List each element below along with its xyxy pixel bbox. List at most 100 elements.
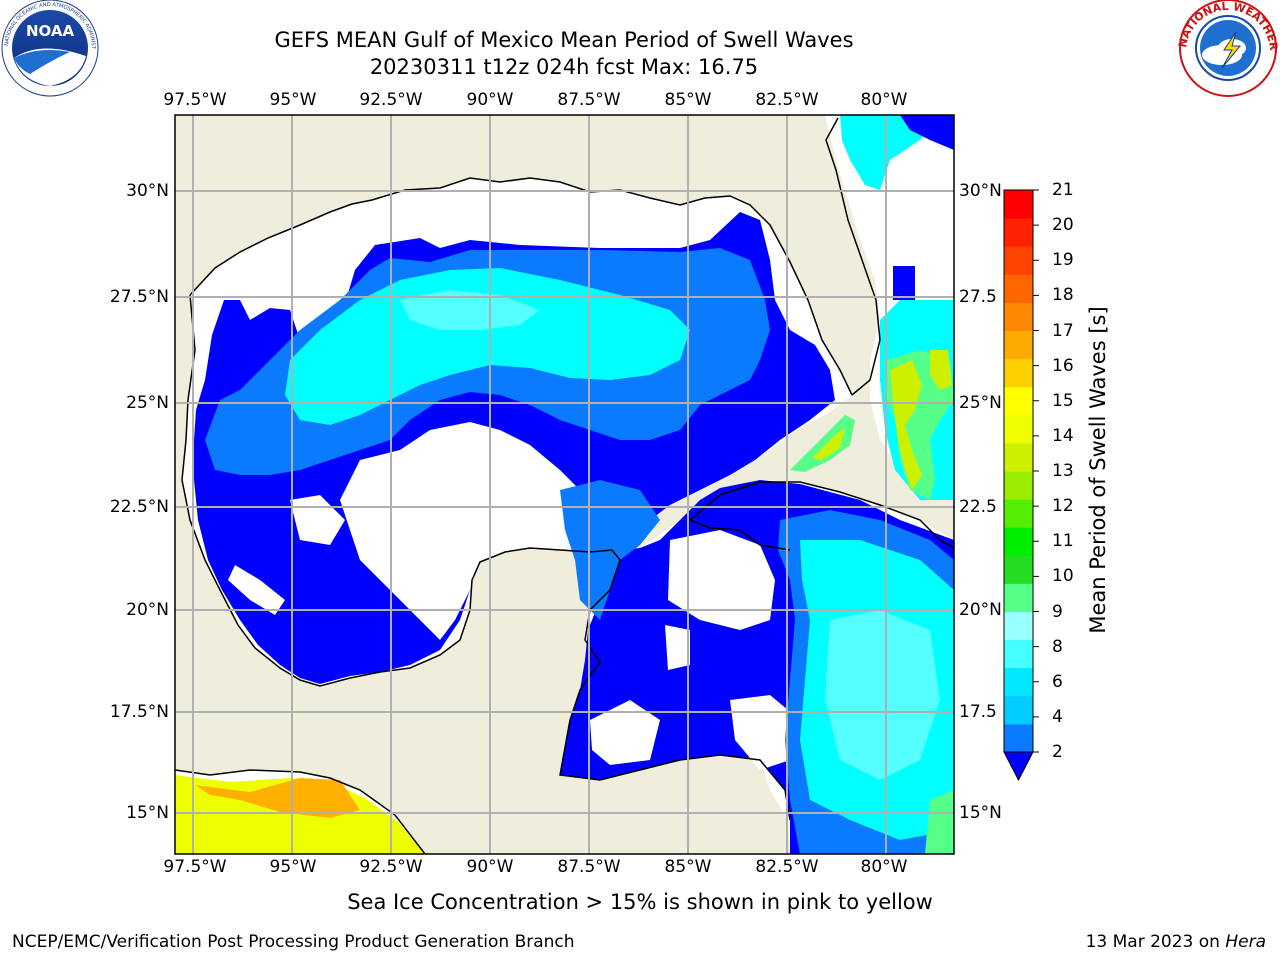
colorbar-swatch <box>1004 330 1033 360</box>
lon-label-top: 80°W <box>860 90 908 110</box>
lon-label-bottom: 80°W <box>860 857 908 877</box>
gulf-gap-west <box>228 565 285 615</box>
colorbar-swatch <box>1004 218 1033 247</box>
swell-blue-atlantic-2 <box>893 266 915 300</box>
footer-date-text: 13 Mar 2023 on <box>1085 932 1220 952</box>
caribbean-gap-3 <box>730 695 800 770</box>
lat-label-right: 25°N <box>959 393 1002 413</box>
svg-text:NOAA: NOAA <box>26 22 75 40</box>
lon-label-top: 85°W <box>664 90 712 110</box>
lat-label-right: 17.5 <box>959 702 997 722</box>
lat-label-right: 20°N <box>959 600 1002 620</box>
colorbar-tick-label: 11 <box>1052 531 1074 552</box>
lon-label-top: 95°W <box>269 90 317 110</box>
coastlines <box>175 117 954 854</box>
colorbar-swatch <box>1004 358 1033 388</box>
colorbar-tick-label: 14 <box>1052 425 1074 446</box>
lon-label-top: 82.5°W <box>755 90 819 110</box>
colorbar-swatch <box>1004 499 1033 528</box>
map-frame <box>174 114 955 855</box>
footer-host: Hera <box>1225 932 1266 952</box>
lat-label-left: 20°N <box>126 600 169 620</box>
lon-label-top: 90°W <box>466 90 514 110</box>
colorbar-extend-arrow <box>1003 751 1034 782</box>
lat-label-left: 25°N <box>126 393 169 413</box>
lon-label-bottom: 82.5°W <box>755 857 819 877</box>
colorbar-tick-label: 2 <box>1052 742 1063 762</box>
colorbar-tick-label: 17 <box>1052 320 1074 341</box>
lat-label-left: 22.5°N <box>109 497 169 517</box>
lon-label-bottom: 92.5°W <box>359 857 423 877</box>
colorbar-tick-label: 16 <box>1052 355 1074 376</box>
colorbar-tick-label: 6 <box>1052 671 1063 692</box>
colorbar-swatch <box>1004 723 1033 753</box>
caption: Sea Ice Concentration > 15% is shown in … <box>347 890 933 914</box>
swell-orange-pacific <box>195 778 360 818</box>
colorbar-tick-label: 9 <box>1052 601 1063 622</box>
lon-label-bottom: 97.5°W <box>163 857 227 877</box>
lon-label-bottom: 85°W <box>664 857 712 877</box>
colorbar-swatch <box>1004 442 1033 472</box>
lat-label-right: 27.5 <box>959 287 997 307</box>
colorbar-tick-label: 8 <box>1052 636 1063 657</box>
colorbar-swatch <box>1004 555 1033 584</box>
swell-yellow-keys <box>812 428 845 460</box>
colorbar-swatch <box>1004 274 1033 303</box>
swell-green-keys <box>790 415 855 472</box>
colorbar-swatch <box>1004 611 1033 641</box>
colorbar-swatch <box>1004 639 1033 669</box>
lat-label-left: 30°N <box>126 181 169 201</box>
lon-label-bottom: 87.5°W <box>557 857 621 877</box>
colorbar-tick-label: 18 <box>1052 285 1074 306</box>
colorbar-tick-label: 19 <box>1052 250 1074 271</box>
title-line-1: GEFS MEAN Gulf of Mexico Mean Period of … <box>274 28 854 52</box>
caribbean-gap-2 <box>590 700 660 765</box>
colorbar-swatch <box>1004 190 1033 219</box>
colorbar-swatch <box>1004 414 1033 444</box>
swell-blue-atlantic <box>900 115 954 150</box>
lon-label-bottom: 90°W <box>466 857 514 877</box>
lon-label-top: 92.5°W <box>359 90 423 110</box>
colorbar-swatch <box>1004 471 1033 500</box>
map-area <box>175 115 954 854</box>
colorbar-swatch <box>1004 386 1033 416</box>
lat-label-left: 15°N <box>126 803 169 823</box>
caribbean-gap-1 <box>668 530 775 630</box>
lon-label-top: 87.5°W <box>557 90 621 110</box>
colorbar-swatch <box>1004 695 1033 725</box>
swell-cyan-gulf-2 <box>400 290 540 330</box>
colorbar-tick-label: 15 <box>1052 390 1074 411</box>
lon-label-top: 97.5°W <box>163 90 227 110</box>
colorbar-tick-label: 10 <box>1052 566 1074 587</box>
swell-lightcyan-caribbean <box>825 610 940 780</box>
lat-label-left: 17.5°N <box>109 702 169 722</box>
colorbar <box>1003 189 1039 782</box>
colorbar-tick-label: 20 <box>1052 215 1074 236</box>
colorbar-label: Mean Period of Swell Waves [s] <box>1086 306 1110 634</box>
title-line-2: 20230311 t12z 024h fcst Max: 16.75 <box>369 55 759 79</box>
footer-credit: NCEP/EMC/Verification Post Processing Pr… <box>12 932 575 952</box>
colorbar-swatch <box>1004 527 1033 556</box>
lat-label-right: 15°N <box>959 803 1002 823</box>
colorbar-tick-label: 21 <box>1052 180 1074 200</box>
caribbean-gap-4 <box>665 625 690 670</box>
colorbar-tick-label: 4 <box>1052 706 1063 727</box>
lon-label-bottom: 95°W <box>269 857 317 877</box>
gridlines <box>175 115 954 854</box>
swell-yellow-bahamas-2 <box>930 350 952 390</box>
lat-label-left: 27.5°N <box>109 287 169 307</box>
colorbar-swatch <box>1004 302 1033 331</box>
footer-date: 13 Mar 2023 on Hera <box>1086 932 1266 952</box>
lat-label-right: 22.5 <box>959 497 997 517</box>
swell-cyan-atlantic <box>840 115 940 190</box>
colorbar-tick-label: 12 <box>1052 496 1074 517</box>
colorbar-swatch <box>1004 583 1033 612</box>
gulf-gap-center <box>340 422 600 640</box>
colorbar-swatch <box>1004 667 1033 697</box>
swell-green-east <box>925 790 954 854</box>
swell-yellow-bahamas <box>890 360 922 490</box>
colorbar-tick-label: 13 <box>1052 461 1074 481</box>
lat-label-right: 30°N <box>959 181 1002 201</box>
colorbar-swatch <box>1004 246 1033 275</box>
